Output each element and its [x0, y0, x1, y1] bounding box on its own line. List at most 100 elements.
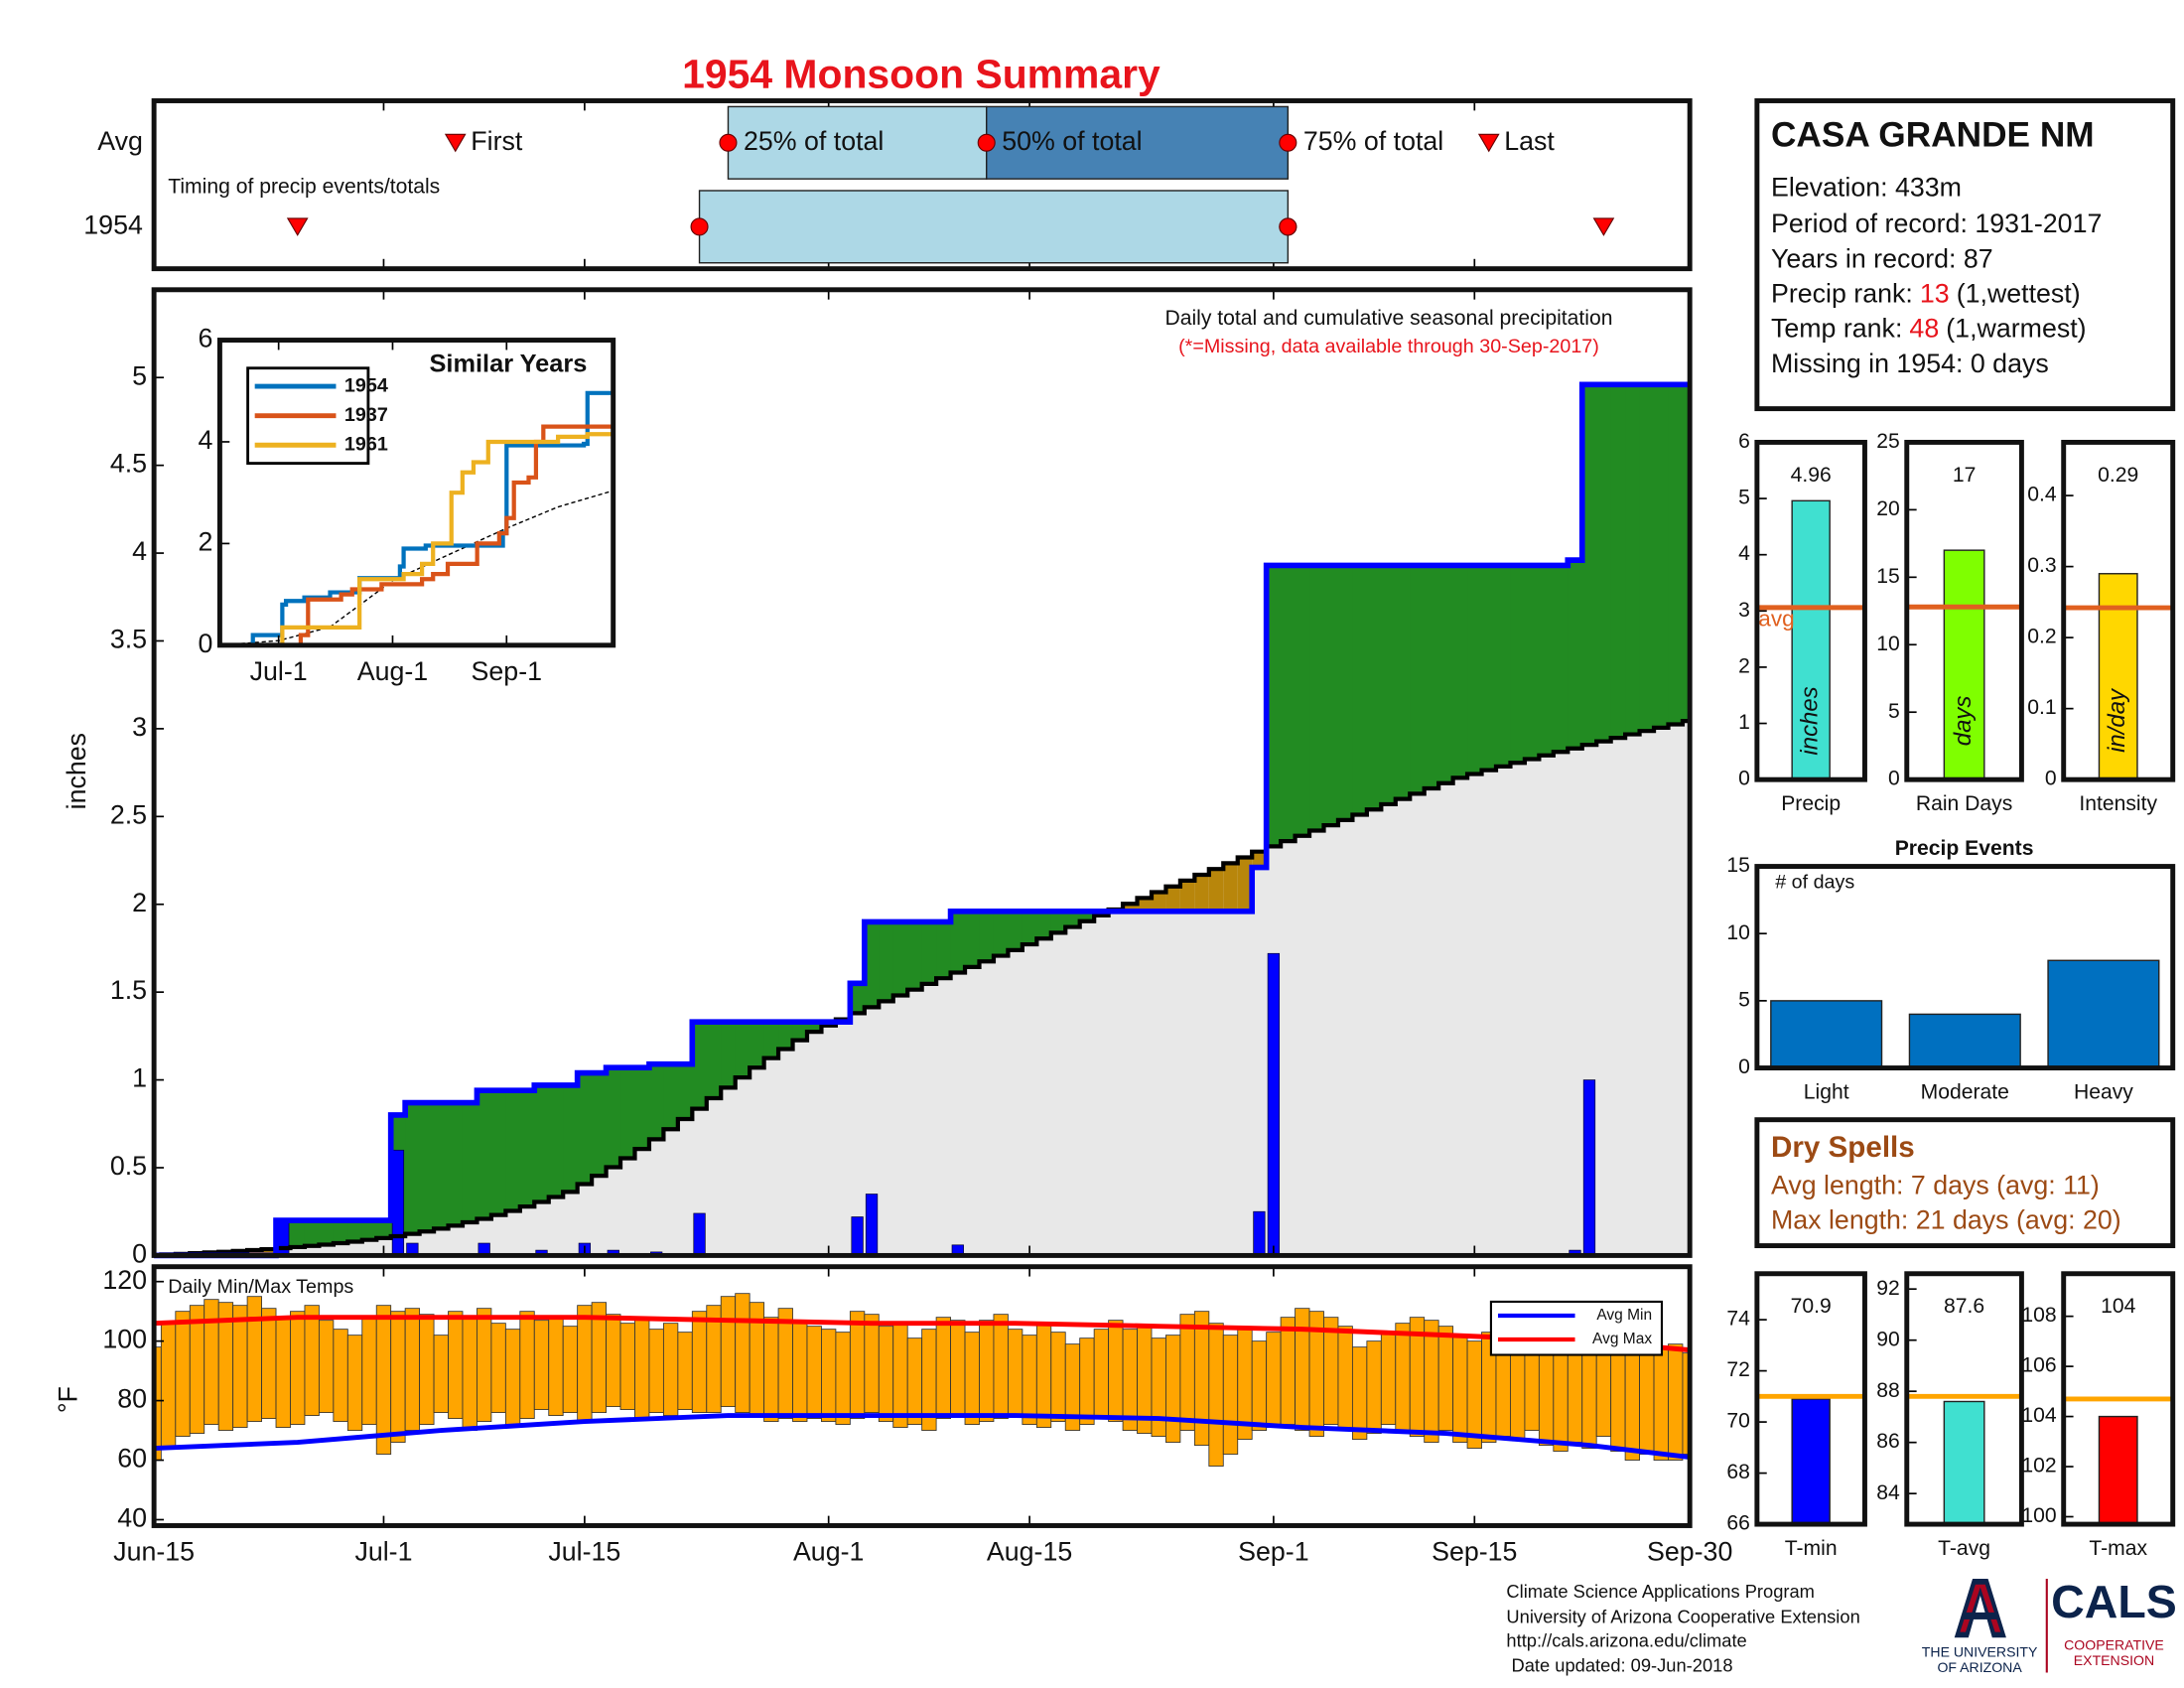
y-tick-label: 88 — [1876, 1379, 1900, 1402]
average-area — [1309, 830, 1325, 1256]
surplus-area — [1438, 565, 1454, 783]
y-tick-label: 1.5 — [110, 975, 147, 1005]
category-label: Rain Days — [1916, 792, 2012, 815]
temp-range-bar — [375, 1305, 392, 1455]
deficit-area — [1208, 869, 1224, 912]
surplus-area — [434, 1102, 450, 1229]
temp-range-bar — [720, 1296, 737, 1408]
daily-precip-bar — [277, 1219, 290, 1256]
surplus-area — [806, 1022, 823, 1033]
surplus-area — [1337, 565, 1353, 820]
temp-range-bar — [993, 1314, 1009, 1419]
temp-range-bar — [261, 1308, 277, 1419]
precip-note: (*=Missing, data available through 30-Se… — [1178, 336, 1599, 357]
legend-label: Avg Min — [1596, 1307, 1652, 1324]
temp-range-bar — [318, 1320, 335, 1414]
legend-label: 1961 — [344, 433, 388, 455]
temp-range-bar — [662, 1323, 679, 1417]
rank-label: Precip rank: — [1771, 279, 1913, 309]
plot-frame — [1754, 864, 2176, 1071]
surplus-area — [1467, 565, 1483, 774]
temp-range-bar — [1424, 1320, 1439, 1443]
average-area — [1323, 825, 1339, 1256]
average-area — [1295, 835, 1310, 1256]
university-logo: THE UNIVERSITY OF ARIZONA CALS COOPERATI… — [1922, 1576, 2177, 1675]
y-tick-label: 108 — [2021, 1304, 2056, 1327]
temp-range-bar — [189, 1305, 205, 1434]
surplus-area — [1022, 911, 1037, 945]
y-tick-label: 106 — [2021, 1354, 2056, 1377]
temp-range-bar — [1122, 1329, 1138, 1431]
bar — [1908, 1013, 2021, 1069]
y-tick-label: 0 — [198, 629, 212, 658]
temp-range-bar — [763, 1317, 779, 1422]
deficit-area — [1123, 904, 1139, 912]
temp-range-bar — [1151, 1337, 1166, 1437]
event-marker — [444, 133, 467, 153]
temp-range-bar — [1007, 1329, 1024, 1417]
average-area — [1352, 814, 1368, 1256]
average-area — [835, 1019, 851, 1256]
average-area — [1539, 755, 1555, 1256]
plot-frame — [2061, 439, 2176, 782]
average-area — [1452, 777, 1468, 1256]
surplus-area — [1281, 565, 1297, 842]
average-area — [921, 983, 937, 1256]
value-label: 4.96 — [1791, 464, 1832, 487]
average-area — [419, 1231, 435, 1256]
surplus-area — [1395, 565, 1411, 799]
surplus-area — [448, 1102, 464, 1226]
average-area — [864, 1007, 880, 1256]
surplus-area — [405, 1102, 421, 1234]
average-area — [290, 1246, 306, 1256]
y-tick-label: 100 — [2021, 1504, 2056, 1527]
temp-range-bar — [204, 1299, 219, 1425]
temp-range-bar — [175, 1311, 191, 1437]
surplus-area — [376, 1220, 392, 1238]
average-line — [219, 490, 614, 646]
temp-range-bar — [504, 1329, 521, 1425]
temp-range-bar — [1222, 1335, 1239, 1455]
average-area — [634, 1149, 650, 1256]
surplus-area — [548, 1084, 564, 1197]
surplus-area — [592, 1072, 608, 1177]
y-tick-label: 0.1 — [2027, 696, 2056, 719]
legend-label: 1937 — [344, 404, 388, 426]
event-marker — [1592, 217, 1615, 236]
y-tick-label: 2 — [132, 888, 147, 917]
marker-label: Last — [1504, 126, 1555, 156]
average-area — [1252, 851, 1268, 1256]
average-area — [663, 1129, 679, 1256]
row-label: 1954 — [83, 210, 143, 239]
plot-frame — [151, 1264, 1693, 1528]
average-area — [1281, 841, 1297, 1256]
temp-range-bar — [735, 1293, 751, 1414]
average-area — [1094, 914, 1110, 1256]
station-box — [1754, 98, 2176, 412]
average-area — [347, 1241, 363, 1256]
temp-range-bar — [864, 1314, 880, 1414]
temp-range-bar — [304, 1305, 320, 1417]
average-area — [936, 978, 952, 1256]
deficit-area — [1165, 886, 1181, 912]
surplus-area — [1065, 911, 1081, 927]
average-area — [821, 1025, 837, 1256]
surplus-area — [1510, 565, 1526, 764]
average-area — [434, 1228, 450, 1256]
temp-range-bar — [490, 1323, 506, 1414]
x-tick-label: Sep-1 — [1238, 1537, 1308, 1567]
surplus-area — [1524, 565, 1540, 760]
footer-line: http://cals.arizona.edu/climate — [1506, 1629, 1746, 1650]
category-label: Precip — [1781, 792, 1841, 815]
average-area — [592, 1176, 608, 1256]
average-cumulative-line — [154, 719, 1691, 1258]
event-marker — [286, 217, 309, 236]
surplus-area — [864, 921, 880, 1008]
surplus-area — [490, 1090, 506, 1215]
station-line: Years in record: 87 — [1771, 243, 1993, 273]
x-tick-label: Sep-30 — [1647, 1537, 1732, 1567]
surplus-area — [1266, 565, 1282, 847]
temp-range-bar — [950, 1320, 966, 1417]
category-label: T-min — [1785, 1537, 1838, 1560]
value-label: 87.6 — [1944, 1295, 1984, 1318]
